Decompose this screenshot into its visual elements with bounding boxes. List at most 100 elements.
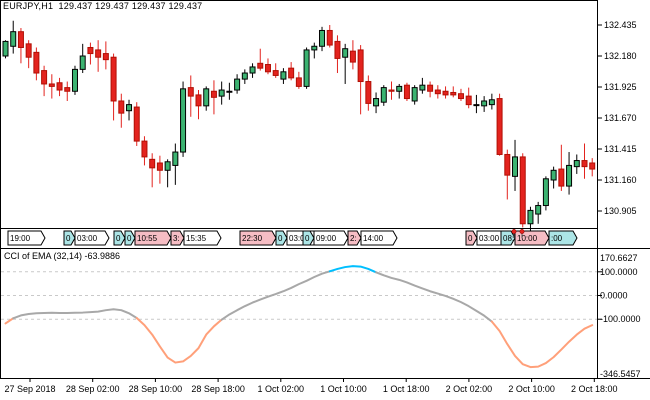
bear-candle-body [427, 84, 434, 92]
bear-candle-body [33, 51, 40, 74]
bull-candle-body [2, 40, 9, 57]
time-tag-label: 0 [278, 234, 283, 243]
bull-candle-body [71, 68, 78, 92]
bull-candle-body [234, 78, 241, 91]
bear-candle-body [64, 87, 71, 92]
price-tick-label: 132.180 [604, 51, 637, 61]
bear-candle-body [133, 106, 140, 142]
bear-candle-body [156, 162, 163, 171]
time-tag[interactable]: :00 [548, 230, 578, 246]
time-tag[interactable]: 08: [500, 230, 516, 246]
cci-line-segment [220, 270, 331, 321]
bear-candle-body [102, 53, 109, 61]
bull-candle-body [342, 48, 349, 58]
time-tick-label: 28 Sep 10:00 [129, 384, 183, 394]
bear-candle-body [195, 94, 202, 107]
time-axis-labels: 27 Sep 2018 28 Sep 02:00 28 Sep 10:00 28 Se… [4, 378, 618, 394]
bear-candle-body [210, 90, 217, 98]
bull-candle-body [280, 71, 287, 80]
bear-candle-body [465, 95, 472, 106]
price-tick-label: 131.160 [604, 175, 637, 185]
bear-candle-body [365, 81, 372, 104]
bull-candle-body [396, 85, 403, 92]
time-tag[interactable]: 0 [465, 230, 478, 246]
bear-candle-body [388, 89, 395, 92]
bear-candle-body [589, 162, 596, 170]
indicator-axis-labels: 170.6627 100.0000 0.0000 -100.0000 -346.5457 [597, 253, 641, 379]
cci-tick-label: 170.6627 [600, 253, 638, 263]
time-tick-label: 2 Oct 10:00 [508, 384, 555, 394]
bear-candle-body [41, 70, 48, 85]
time-tag[interactable]: 0 [124, 230, 136, 246]
bear-candle-body [149, 158, 156, 169]
bear-candle-body [519, 156, 526, 225]
bull-candle-body [488, 99, 495, 106]
alert-pin-icon[interactable] [519, 229, 525, 238]
bear-candle-body [288, 67, 295, 79]
bull-candle-body [180, 88, 187, 153]
time-tag[interactable]: 10:55 [134, 230, 172, 246]
bear-candle-body [25, 43, 32, 58]
time-tag-label: 03:00 [77, 234, 98, 243]
time-tag[interactable]: 22:30 [239, 230, 277, 246]
time-tag[interactable]: 3: [170, 230, 185, 246]
time-tag-label: 0 [116, 234, 121, 243]
indicator-line [4, 265, 594, 369]
time-tag-label: 19:00 [10, 234, 31, 243]
time-tag-label: 2: [350, 234, 357, 243]
bear-candle-body [457, 93, 464, 100]
time-tag[interactable]: 14:00 [360, 230, 398, 246]
cci-line-segment [12, 308, 138, 320]
bull-candle-body [542, 178, 549, 207]
time-tag-label: 08: [503, 234, 514, 243]
bull-candle-body [303, 49, 310, 87]
bear-candle-body [326, 29, 333, 46]
bear-candle-body [450, 91, 457, 96]
time-tag[interactable]: 0 [275, 230, 288, 246]
bear-candle-body [349, 50, 356, 63]
time-tag-label: 22:30 [242, 234, 263, 243]
time-tag[interactable]: 0 [302, 230, 315, 246]
price-tick-label: 131.415 [604, 144, 637, 154]
time-tag[interactable]: 0 [113, 230, 126, 246]
bear-candle-body [504, 153, 511, 176]
time-tag-label: 0 [305, 234, 310, 243]
time-tag[interactable]: 19:00 [7, 230, 46, 246]
price-axis-labels: 132.435 132.180 131.925 131.670 131.415 131.1… [597, 20, 637, 216]
alert-pin-icon[interactable] [511, 229, 517, 238]
cci-tick-label: 0.0000 [600, 291, 628, 301]
cci-line-segment [135, 317, 223, 364]
bear-candle-body [272, 70, 279, 76]
bull-candle-body [311, 45, 318, 51]
time-tag-label: 3: [173, 234, 180, 243]
price-tick-label: 130.905 [604, 206, 637, 216]
bear-candle-body [141, 140, 148, 158]
time-tag-label: :00 [551, 234, 563, 243]
bear-candle-body [434, 89, 441, 95]
cci-line-segment [375, 271, 493, 323]
bull-candle-body [172, 151, 179, 166]
bear-candle-body [334, 40, 341, 59]
time-tick-label: 1 Oct 02:00 [258, 384, 305, 394]
cci-line-segment [490, 320, 594, 369]
time-tag[interactable]: 0 [63, 230, 76, 246]
candles-layer [2, 20, 596, 233]
time-tag[interactable]: 10:00 [514, 230, 550, 246]
time-tag-label: 14:00 [363, 234, 384, 243]
bull-candle-body [126, 104, 133, 112]
time-tag-label: 0 [66, 234, 71, 243]
time-tick-label: 28 Sep 02:00 [66, 384, 120, 394]
time-tick-label: 1 Oct 10:00 [320, 384, 367, 394]
bull-candle-body [573, 160, 580, 168]
bear-candle-body [257, 62, 264, 69]
time-tick-label: 2 Oct 18:00 [571, 384, 618, 394]
time-tag[interactable]: 15:35 [183, 230, 222, 246]
bull-candle-body [411, 87, 418, 102]
indicator-label: CCI of EMA (32,14) -63.9886 [4, 251, 121, 261]
time-tag[interactable]: 09:00 [313, 230, 349, 246]
time-tag[interactable]: 03:00 [74, 230, 110, 246]
time-tag[interactable]: 2: [347, 230, 362, 246]
bull-candle-body [535, 205, 542, 215]
bear-candle-body [496, 98, 503, 155]
